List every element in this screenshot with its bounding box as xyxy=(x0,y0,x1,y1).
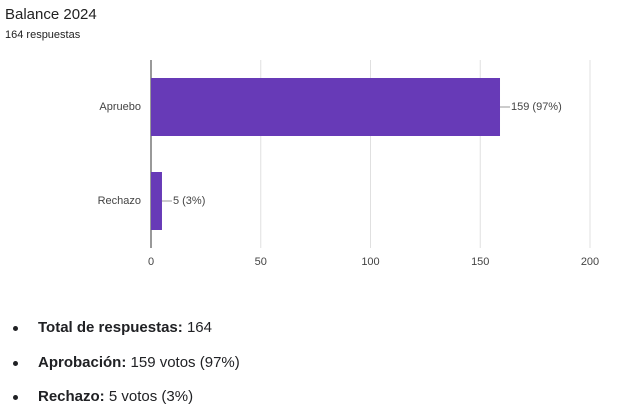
x-tick-label: 100 xyxy=(361,256,379,268)
chart: Balance 2024 164 respuestas 0 50 100 150 200… xyxy=(5,6,599,268)
x-tick-label: 0 xyxy=(148,256,154,268)
y-tick-label: Apruebo xyxy=(99,101,141,113)
value-label: 5 (3%) xyxy=(173,195,205,207)
y-tick-label: Rechazo xyxy=(98,195,141,207)
plot: 0 50 100 150 200 Apruebo 159 (97%) Rechazo 5 (3%… xyxy=(98,60,599,268)
summary-label: Rechazo: xyxy=(38,388,105,405)
chart-title: Balance 2024 xyxy=(5,6,97,23)
x-tick-label: 150 xyxy=(471,256,489,268)
value-label: 159 (97%) xyxy=(511,101,562,113)
summary-label: Total de respuestas: xyxy=(38,319,183,336)
summary-item: Total de respuestas: 164 xyxy=(13,312,240,347)
summary-text: 164 xyxy=(186,319,212,336)
summary-list: Total de respuestas: 164 Aprobación: 159… xyxy=(0,312,240,416)
summary-label: Aprobación: xyxy=(38,353,127,371)
bar xyxy=(151,172,162,230)
summary-text: 159 votos (97%) xyxy=(130,353,240,371)
chart-subtitle: 164 respuestas xyxy=(5,29,81,41)
summary-text: 5 votos (3%) xyxy=(108,388,194,405)
summary-item: Rechazo: 5 votos (3%) xyxy=(13,381,240,416)
summary-item: Aprobación: 159 votos (97%) xyxy=(13,347,240,382)
x-tick-label: 200 xyxy=(581,256,599,268)
bar xyxy=(151,78,501,136)
x-tick-label: 50 xyxy=(255,256,267,268)
